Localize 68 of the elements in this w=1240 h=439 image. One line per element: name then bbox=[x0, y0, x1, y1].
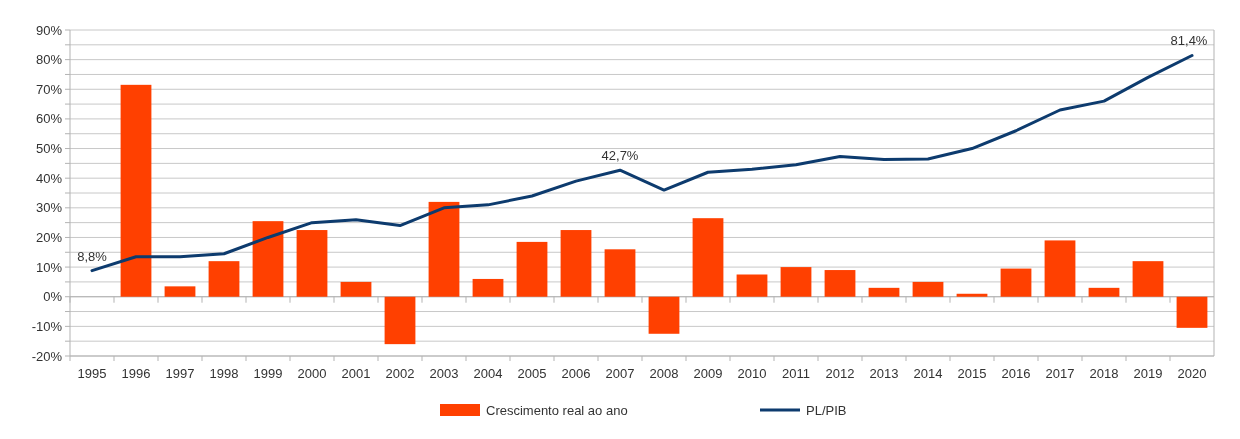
y-tick-label: 40% bbox=[35, 170, 63, 186]
x-tick-label: 2007 bbox=[605, 366, 635, 381]
y-tick-label: 30% bbox=[35, 200, 63, 216]
legend-label: Crescimento real ao ano bbox=[486, 402, 628, 418]
bar bbox=[956, 293, 988, 297]
bar bbox=[296, 230, 328, 297]
bar bbox=[648, 296, 680, 334]
bar bbox=[780, 267, 812, 297]
x-tick-label: 2001 bbox=[341, 366, 371, 381]
y-tick-label: -20% bbox=[31, 348, 63, 364]
bar bbox=[604, 249, 636, 297]
bar bbox=[252, 221, 284, 297]
x-tick-label: 1998 bbox=[209, 366, 239, 381]
bar bbox=[912, 281, 944, 297]
legend-label: PL/PIB bbox=[806, 402, 847, 418]
bar bbox=[120, 84, 152, 297]
x-tick-label: 2002 bbox=[385, 366, 415, 381]
x-tick-label: 2014 bbox=[913, 366, 943, 381]
bar bbox=[516, 241, 548, 297]
x-tick-label: 2005 bbox=[517, 366, 547, 381]
bar bbox=[1176, 296, 1208, 328]
bar bbox=[1132, 261, 1164, 297]
x-tick-label: 2012 bbox=[825, 366, 855, 381]
bar bbox=[736, 274, 768, 297]
x-tick-label: 2015 bbox=[957, 366, 987, 381]
bar bbox=[428, 201, 460, 297]
bar bbox=[1000, 268, 1032, 297]
y-tick-label: 80% bbox=[35, 52, 63, 68]
x-tick-label: 1996 bbox=[121, 366, 151, 381]
x-tick-label: 2008 bbox=[649, 366, 679, 381]
x-tick-label: 2004 bbox=[473, 366, 503, 381]
x-tick-label: 2000 bbox=[297, 366, 327, 381]
data-label: 8,8% bbox=[77, 248, 108, 264]
bar bbox=[1044, 240, 1076, 297]
x-tick-label: 2013 bbox=[869, 366, 899, 381]
x-tick-label: 2006 bbox=[561, 366, 591, 381]
x-tick-label: 2020 bbox=[1177, 366, 1207, 381]
x-tick-label: 1997 bbox=[165, 366, 195, 381]
x-tick-label: 2003 bbox=[429, 366, 459, 381]
bar bbox=[1088, 287, 1120, 297]
x-tick-label: 2018 bbox=[1089, 366, 1119, 381]
x-tick-label: 2009 bbox=[693, 366, 723, 381]
x-tick-label: 1995 bbox=[77, 366, 107, 381]
data-label: 42,7% bbox=[601, 148, 639, 164]
bar bbox=[340, 281, 372, 297]
bar bbox=[560, 230, 592, 297]
x-tick-label: 2010 bbox=[737, 366, 767, 381]
bar bbox=[868, 287, 900, 297]
x-tick-label: 2016 bbox=[1001, 366, 1031, 381]
bar bbox=[164, 286, 196, 297]
data-label: 81,4% bbox=[1170, 33, 1208, 49]
y-tick-label: 10% bbox=[35, 259, 63, 275]
y-tick-label: 60% bbox=[35, 111, 63, 127]
bar bbox=[824, 270, 856, 297]
bar bbox=[692, 218, 724, 297]
bar bbox=[472, 278, 504, 297]
y-tick-label: 20% bbox=[35, 230, 63, 245]
y-tick-label: 70% bbox=[35, 81, 63, 97]
x-tick-label: 2017 bbox=[1045, 366, 1075, 381]
y-tick-label: 90% bbox=[35, 22, 63, 38]
bar bbox=[208, 261, 240, 297]
y-tick-label: 0% bbox=[43, 289, 63, 305]
bar bbox=[384, 296, 416, 345]
y-tick-label: -10% bbox=[31, 318, 63, 334]
x-tick-label: 2019 bbox=[1133, 366, 1163, 381]
x-tick-label: 1999 bbox=[253, 366, 283, 381]
x-tick-label: 2011 bbox=[782, 366, 810, 381]
y-tick-label: 50% bbox=[35, 141, 63, 157]
